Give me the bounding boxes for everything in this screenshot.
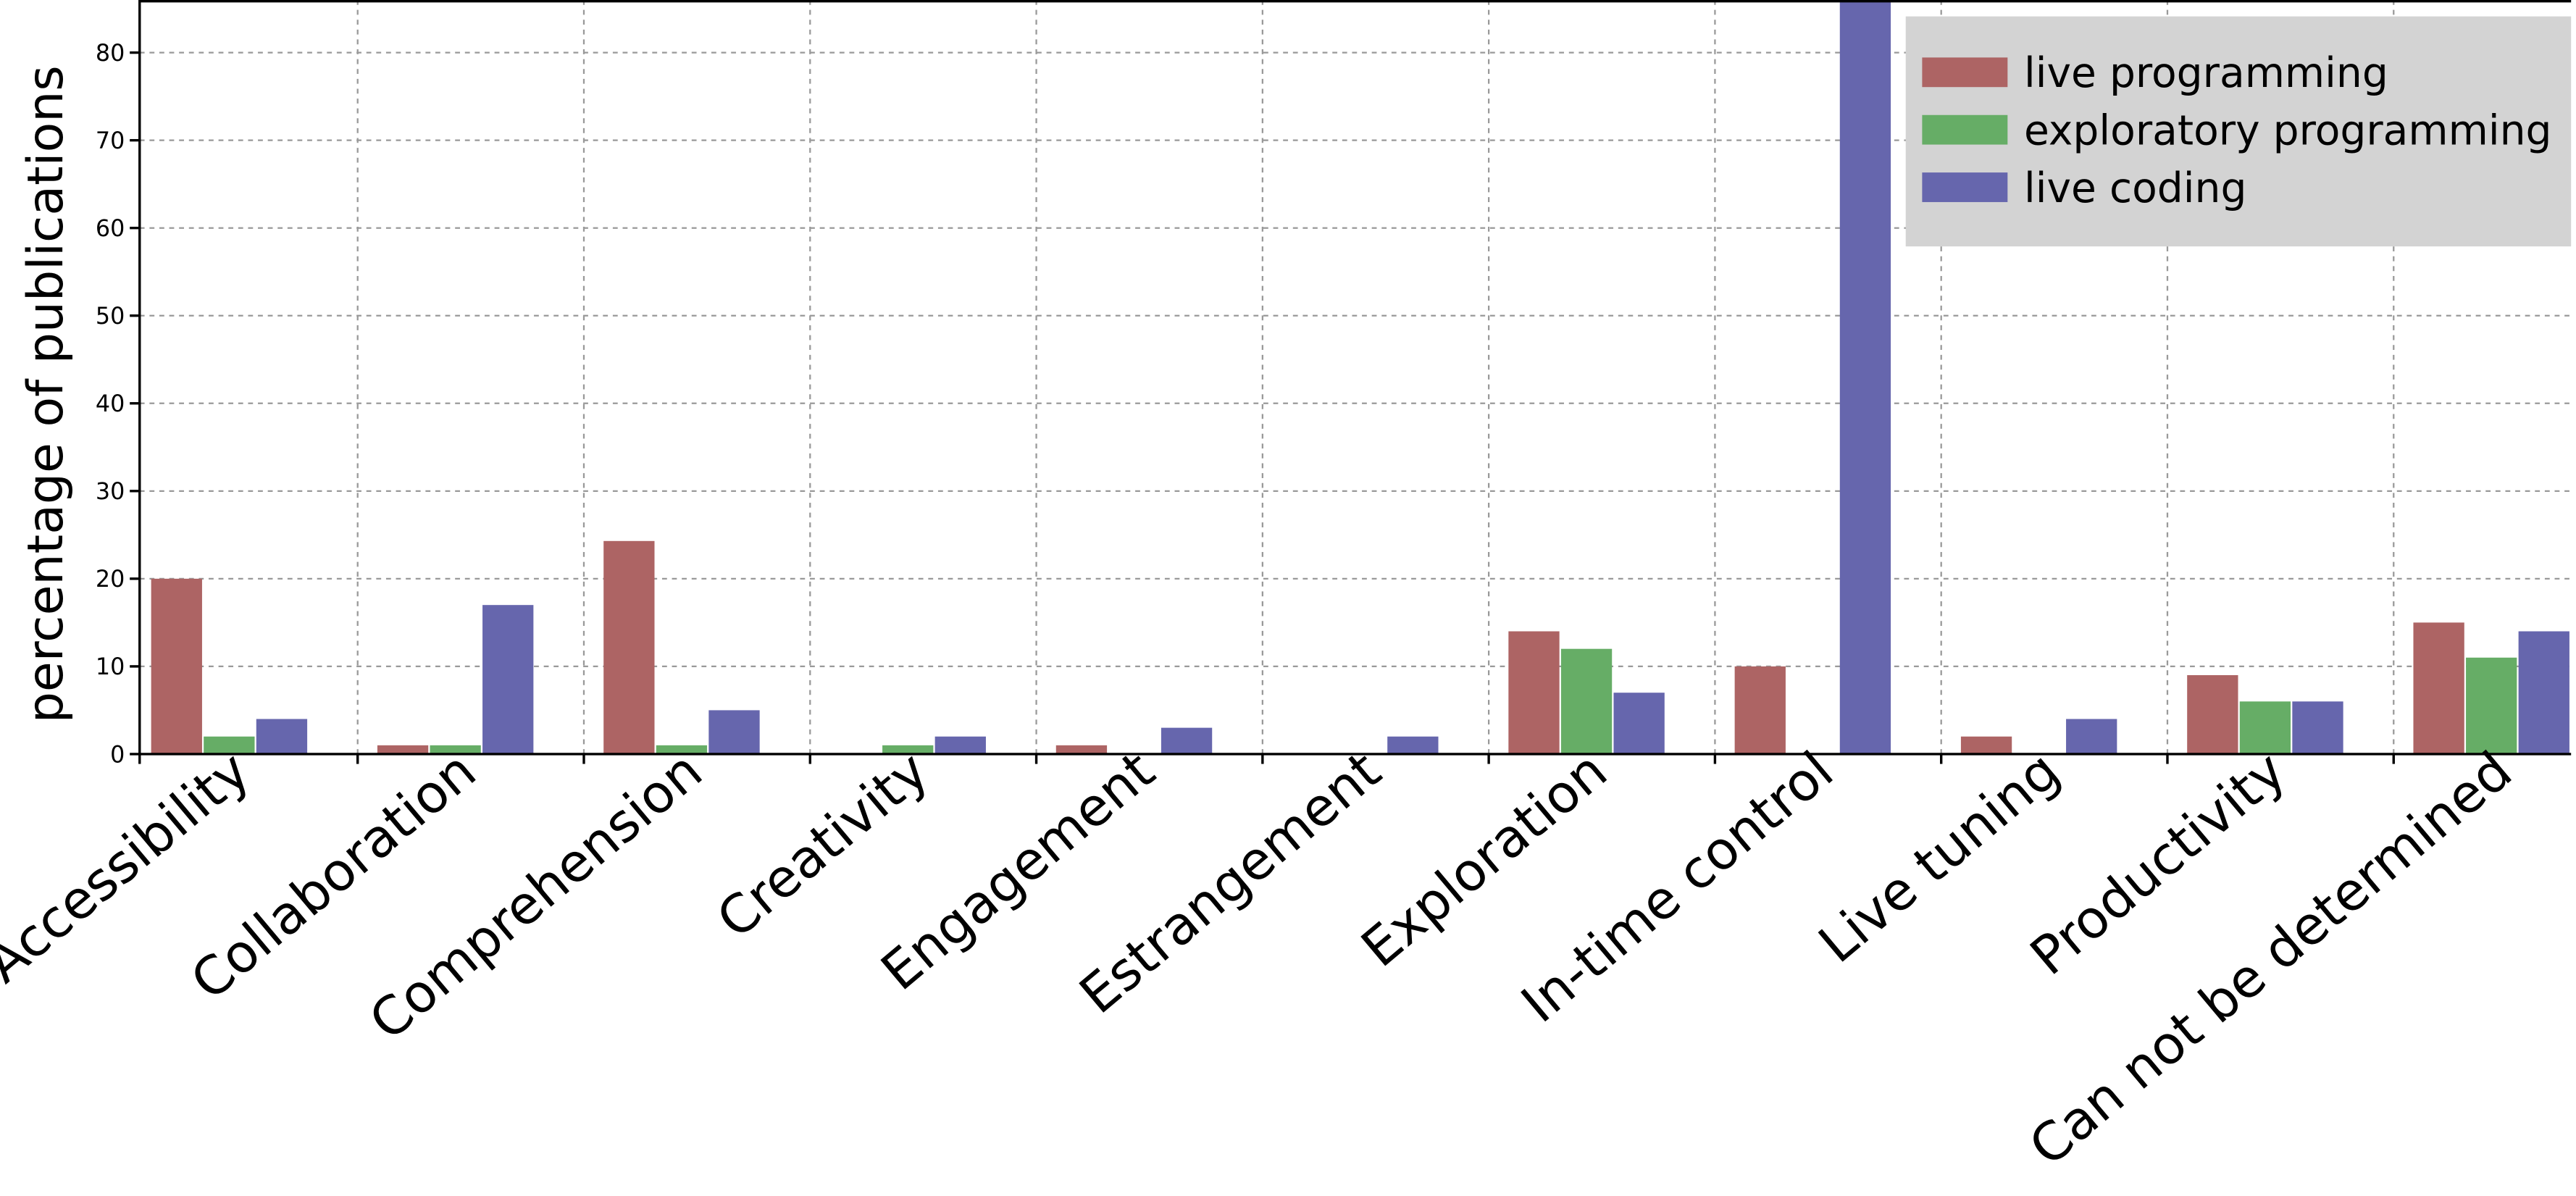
bar bbox=[482, 605, 534, 754]
y-tick-label: 30 bbox=[96, 479, 125, 505]
bar bbox=[1613, 693, 1665, 754]
y-tick-label: 40 bbox=[96, 391, 125, 417]
bar bbox=[204, 736, 255, 754]
bar bbox=[1508, 631, 1560, 754]
legend-label: live programming bbox=[2024, 49, 2388, 97]
bar bbox=[1387, 736, 1439, 754]
bar bbox=[2466, 657, 2517, 754]
grid bbox=[139, 0, 2572, 756]
bar bbox=[1161, 727, 1213, 754]
legend-box bbox=[1905, 16, 2572, 247]
bars bbox=[151, 0, 2569, 754]
legend-swatch bbox=[1922, 172, 2008, 202]
bar bbox=[708, 710, 760, 754]
bar bbox=[2518, 631, 2569, 754]
y-axis-label: percentage of publications bbox=[17, 65, 75, 723]
bar bbox=[2292, 701, 2343, 754]
x-tick-label: Creativity bbox=[706, 740, 940, 950]
bar bbox=[2066, 719, 2117, 754]
bar bbox=[934, 736, 986, 754]
y-tick-label: 20 bbox=[96, 566, 125, 593]
bar bbox=[1560, 648, 1613, 754]
bar bbox=[1055, 745, 1108, 754]
legend-swatch bbox=[1922, 114, 2008, 145]
legend-swatch bbox=[1922, 57, 2008, 88]
y-tick-label: 70 bbox=[96, 128, 125, 154]
bar bbox=[377, 745, 429, 754]
bar bbox=[2413, 622, 2464, 754]
bar bbox=[256, 719, 308, 754]
y-tick-label: 60 bbox=[96, 216, 125, 242]
legend: live programming exploratory programming l… bbox=[1905, 16, 2572, 247]
legend-label: exploratory programming bbox=[2024, 107, 2552, 155]
bar bbox=[1839, 0, 1891, 754]
bar bbox=[656, 745, 708, 754]
bar bbox=[1734, 666, 1786, 754]
y-tick-label: 50 bbox=[96, 304, 125, 330]
legend-label: live coding bbox=[2024, 164, 2246, 212]
bar bbox=[2239, 701, 2291, 754]
bar bbox=[430, 745, 481, 754]
y-tick-label: 80 bbox=[96, 41, 125, 67]
y-tick-label: 10 bbox=[96, 654, 125, 680]
bar bbox=[2187, 675, 2238, 754]
bar bbox=[151, 578, 202, 754]
bar bbox=[882, 745, 934, 754]
y-tick-label: 0 bbox=[110, 742, 125, 768]
bar bbox=[603, 540, 655, 754]
bar bbox=[1960, 736, 2012, 754]
